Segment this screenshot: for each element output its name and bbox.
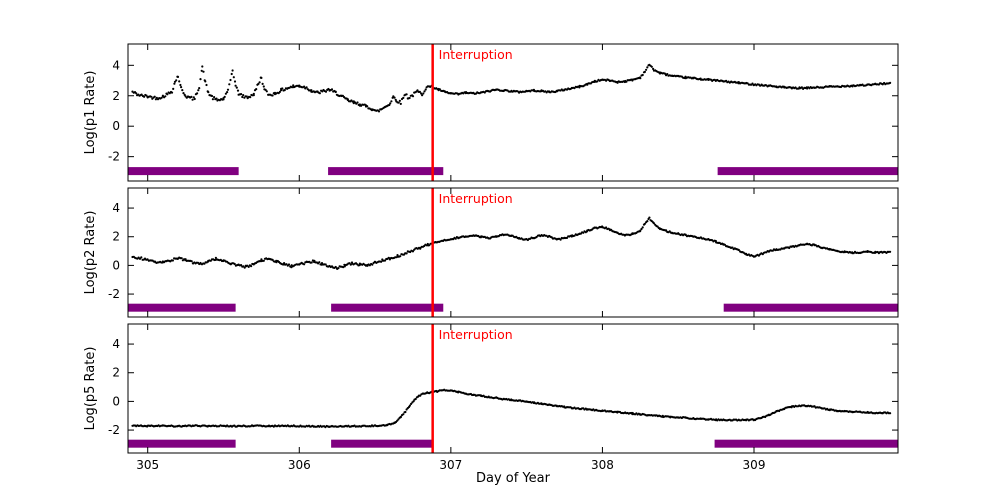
- y-tick-label: -2: [108, 423, 120, 437]
- y-tick-label: 0: [112, 119, 120, 133]
- panel-frame: [127, 43, 899, 182]
- interruption-label: Interruption: [439, 47, 513, 62]
- panel-frame: [127, 323, 899, 454]
- panel-p1: Interruption -2 0 2 4 Log(p1 Rate): [83, 43, 899, 182]
- coverage-bar: [723, 303, 898, 312]
- x-tick-label: 305: [136, 458, 159, 472]
- interruption-label: Interruption: [439, 191, 513, 206]
- coverage-bar: [128, 303, 236, 312]
- coverage-bar: [331, 439, 433, 448]
- interruption-label: Interruption: [439, 327, 513, 342]
- scatter-series-p1: [131, 63, 892, 113]
- panel-p2: Interruption -2 0 2 4 Log(p2 Rate): [83, 187, 899, 318]
- y-tick-label: -2: [108, 287, 120, 301]
- y-tick-label: 4: [112, 337, 120, 351]
- coverage-bar: [714, 439, 898, 448]
- y-tick-label: -2: [108, 150, 120, 164]
- scatter-series-p5: [131, 388, 892, 429]
- coverage-bar: [717, 167, 898, 176]
- coverage-bars: [128, 439, 898, 448]
- panel-frame: [127, 187, 899, 318]
- y-tick-label: 4: [112, 201, 120, 215]
- y-tick-label: 2: [112, 366, 120, 380]
- coverage-bar: [328, 167, 444, 176]
- y-tick-label: 0: [112, 394, 120, 408]
- y-axis-label: Log(p1 Rate): [83, 71, 98, 155]
- x-tick-label: 309: [743, 458, 766, 472]
- coverage-bar: [128, 167, 239, 176]
- y-tick-label: 0: [112, 258, 120, 272]
- panel-p5: Interruption -2 0 2 4 305 306 307 308 309 Log(p5 R…: [83, 323, 899, 472]
- x-tick-label: 308: [591, 458, 614, 472]
- x-tick-label: 307: [439, 458, 462, 472]
- y-tick-label: 2: [112, 89, 120, 103]
- x-tick-label: 306: [288, 458, 311, 472]
- coverage-bars: [128, 303, 898, 312]
- y-tick-label: 4: [112, 58, 120, 72]
- y-axis-label: Log(p2 Rate): [83, 211, 98, 295]
- x-axis-label: Day of Year: [476, 471, 551, 486]
- coverage-bar: [331, 303, 444, 312]
- coverage-bar: [128, 439, 236, 448]
- y-tick-label: 2: [112, 230, 120, 244]
- y-axis-label: Log(p5 Rate): [83, 347, 98, 431]
- coverage-bars: [128, 167, 898, 176]
- scatter-series-p2: [131, 216, 892, 270]
